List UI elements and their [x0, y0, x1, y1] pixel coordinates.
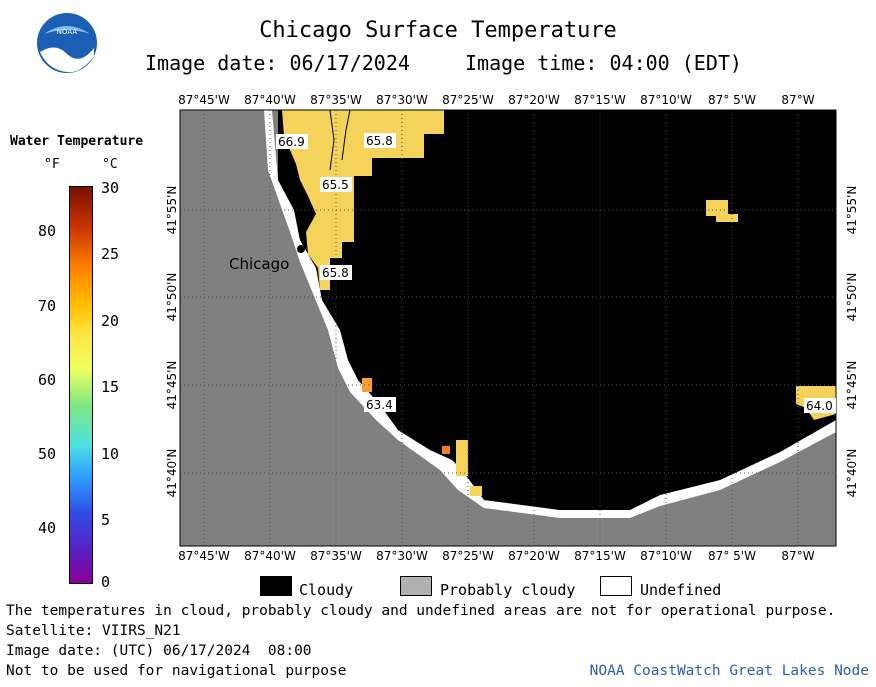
latitude-label: 41°50'N — [165, 273, 179, 322]
temp-label: 65.5 — [322, 178, 349, 192]
latitude-label: 41°45'N — [845, 361, 859, 410]
warm-water-spot — [362, 378, 372, 392]
longitude-label: 87°W — [781, 93, 814, 107]
temp-label: 65.8 — [366, 134, 393, 148]
svg-text:NOAA: NOAA — [57, 28, 78, 36]
longitude-label: 87° 5'W — [708, 93, 756, 107]
satellite-text: Satellite: VIIRS_N21 — [6, 623, 181, 639]
warm-water-spot — [456, 440, 468, 476]
temp-label: 64.0 — [806, 399, 833, 413]
c-tick: 5 — [101, 511, 111, 529]
map-frame — [179, 109, 837, 547]
cloudy-label: Cloudy — [299, 581, 354, 599]
utc-date-text: Image date: (UTC) 06/17/2024 08:00 — [6, 643, 312, 659]
c-tick: 15 — [101, 378, 120, 396]
longitude-label: 87°25'W — [442, 93, 494, 107]
credit-text: NOAA CoastWatch Great Lakes Node — [589, 663, 869, 679]
warm-water-spot — [716, 214, 738, 222]
c-tick: 0 — [101, 573, 111, 591]
longitude-label: 87°45'W — [178, 93, 230, 107]
navigation-warning: Not to be used for navigational purpose — [6, 663, 347, 679]
c-tick: 10 — [101, 445, 120, 463]
longitude-label: 87°20'W — [508, 549, 560, 563]
legend-unit-f: °F — [44, 157, 60, 172]
noaa-logo: NOAA — [36, 12, 98, 74]
longitude-label: 87°45'W — [178, 549, 230, 563]
longitude-label: 87°25'W — [442, 549, 494, 563]
temp-label: 66.9 — [278, 135, 305, 149]
f-tick: 60 — [38, 371, 57, 389]
legend-title: Water Temperature — [10, 134, 144, 149]
c-tick: 20 — [101, 312, 120, 330]
latitude-label: 41°40'N — [845, 449, 859, 498]
undefined-label: Undefined — [640, 581, 722, 599]
warm-water-spot — [706, 200, 728, 216]
graticule-lines — [180, 110, 836, 546]
f-tick: 50 — [38, 445, 57, 463]
city-label: Chicago — [229, 255, 289, 273]
longitude-label: 87°40'W — [244, 93, 296, 107]
longitude-label: 87°15'W — [574, 549, 626, 563]
warm-water-north — [282, 110, 444, 290]
cloudy-swatch — [260, 576, 292, 596]
latitude-label: 41°55'N — [845, 186, 859, 235]
longitude-label: 87°W — [781, 549, 814, 563]
longitude-label: 87°35'W — [310, 549, 362, 563]
latitude-label: 41°40'N — [165, 449, 179, 498]
warm-water-spot — [442, 446, 450, 454]
image-date: Image date: 06/17/2024 — [145, 51, 410, 75]
disclaimer-text: The temperatures in cloud, probably clou… — [6, 603, 836, 619]
page-title: Chicago Surface Temperature — [259, 18, 617, 43]
temp-label: 65.8 — [322, 266, 349, 280]
legend-unit-c: °C — [102, 157, 118, 172]
chicago-marker — [297, 245, 305, 253]
longitude-label: 87°40'W — [244, 549, 296, 563]
undefined-swatch — [600, 576, 632, 596]
longitude-label: 87°10'W — [640, 549, 692, 563]
image-time: Image time: 04:00 (EDT) — [465, 51, 742, 75]
longitude-label: 87°35'W — [310, 93, 362, 107]
latitude-label: 41°50'N — [845, 273, 859, 322]
longitude-label: 87°30'W — [376, 93, 428, 107]
c-tick: 25 — [101, 245, 120, 263]
latitude-label: 41°45'N — [165, 361, 179, 410]
longitude-label: 87°10'W — [640, 93, 692, 107]
longitude-label: 87°20'W — [508, 93, 560, 107]
longitude-label: 87° 5'W — [708, 549, 756, 563]
probably-cloudy-label: Probably cloudy — [440, 581, 576, 599]
probably-cloudy-swatch — [400, 576, 432, 596]
f-tick: 80 — [38, 222, 57, 240]
f-tick: 40 — [38, 519, 57, 537]
longitude-label: 87°30'W — [376, 549, 428, 563]
f-tick: 70 — [38, 297, 57, 315]
temp-label: 63.4 — [366, 398, 393, 412]
warm-water-spot — [470, 486, 482, 496]
color-scale-bar — [69, 186, 93, 584]
latitude-label: 41°55'N — [165, 186, 179, 235]
c-tick: 30 — [101, 179, 120, 197]
longitude-label: 87°15'W — [574, 93, 626, 107]
